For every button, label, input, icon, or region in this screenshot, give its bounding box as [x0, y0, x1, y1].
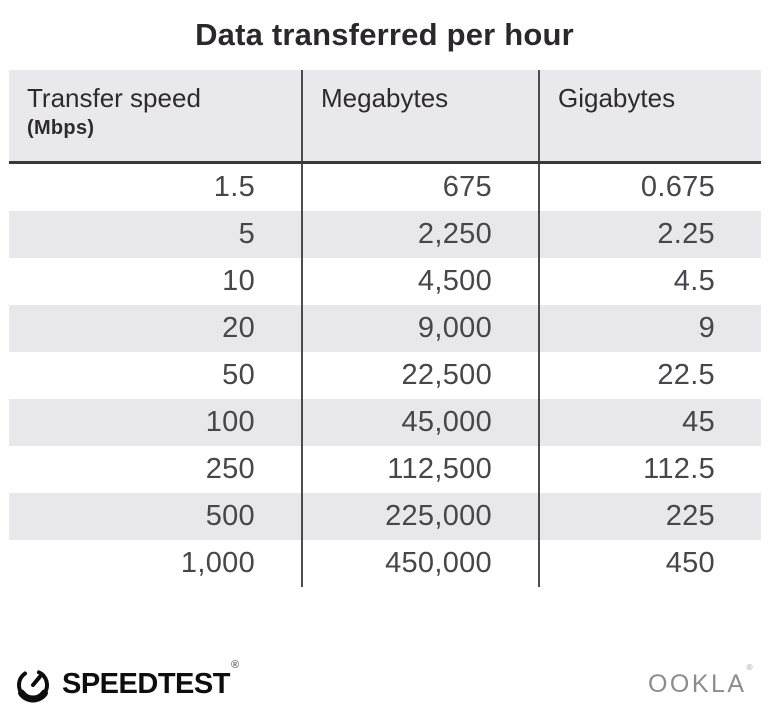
speedtest-gauge-icon	[17, 670, 49, 703]
cell-gigabytes: 0.675	[538, 164, 761, 211]
cell-gigabytes: 2.25	[538, 211, 761, 258]
cell-megabytes: 45,000	[301, 399, 538, 446]
speedtest-wordmark-text: SPEEDTEST	[62, 667, 230, 700]
cell-gigabytes: 22.5	[538, 352, 761, 399]
column-header-gigabytes: Gigabytes	[538, 70, 761, 161]
cell-megabytes: 225,000	[301, 493, 538, 540]
cell-speed: 50	[222, 359, 255, 391]
cell-megabytes: 675	[301, 164, 538, 211]
cell-speed: 250	[205, 453, 255, 485]
cell-gigabytes: 4.5	[538, 258, 761, 305]
table-header-row: Transfer speed (Mbps) Megabytes Gigabyte…	[9, 70, 761, 164]
page-title: Data transferred per hour	[195, 17, 574, 52]
column-header-megabytes: Megabytes	[301, 70, 538, 161]
table-row: 250 112,500 112.5	[9, 446, 761, 493]
cell-gigabytes: 112.5	[538, 446, 761, 493]
ookla-wordmark-text: OOKLA	[647, 669, 747, 698]
cell-gigabytes: 9	[538, 305, 761, 352]
cell-gigabytes: 450	[538, 540, 761, 587]
cell-megabytes: 4,500	[301, 258, 538, 305]
table-row: 5 2,250 2.25	[9, 211, 761, 258]
cell-speed: 20	[9, 305, 301, 352]
cell-speed: 1,000	[180, 547, 255, 579]
registered-trademark-icon: ®	[746, 662, 755, 672]
cell-megabytes: 9,000	[301, 305, 538, 352]
cell-megabytes: 22,500	[301, 352, 538, 399]
data-table: Transfer speed (Mbps) Megabytes Gigabyte…	[9, 70, 761, 587]
cell-gigabytes: 225	[538, 493, 761, 540]
cell-megabytes: 112,500	[301, 446, 538, 493]
table-row: 50 22,500 22.5	[9, 352, 761, 399]
column-header-label: Megabytes	[321, 83, 449, 113]
table-row: 1,000 450,000 450	[9, 540, 761, 587]
column-header-unit: (Mbps)	[27, 116, 95, 139]
column-header-label: Transfer speed	[27, 83, 201, 113]
cell-megabytes: 2,250	[301, 211, 538, 258]
ookla-logo: OOKLA®	[647, 663, 755, 699]
table-row: 10 4,500 4.5	[9, 258, 761, 305]
speedtest-logo: SPEEDTEST®	[13, 659, 239, 704]
cell-speed: 10	[222, 265, 255, 297]
table-row: 20 9,000 9	[9, 305, 761, 352]
table-row: 100 45,000 45	[9, 399, 761, 446]
registered-trademark-icon: ®	[230, 658, 239, 671]
cell-speed: 100	[9, 399, 301, 446]
cell-megabytes: 450,000	[301, 540, 538, 587]
column-header-transfer-speed: Transfer speed (Mbps)	[9, 70, 301, 161]
footer: SPEEDTEST® OOKLA®	[0, 659, 769, 707]
cell-speed: 500	[9, 493, 301, 540]
cell-speed: 5	[9, 211, 301, 258]
cell-speed: 1.5	[213, 171, 255, 203]
table-row: 500 225,000 225	[9, 493, 761, 540]
column-header-label: Gigabytes	[558, 83, 676, 113]
speedtest-wordmark: SPEEDTEST®	[62, 659, 239, 701]
cell-gigabytes: 45	[538, 399, 761, 446]
table-row: 1.5 675 0.675	[9, 164, 761, 211]
